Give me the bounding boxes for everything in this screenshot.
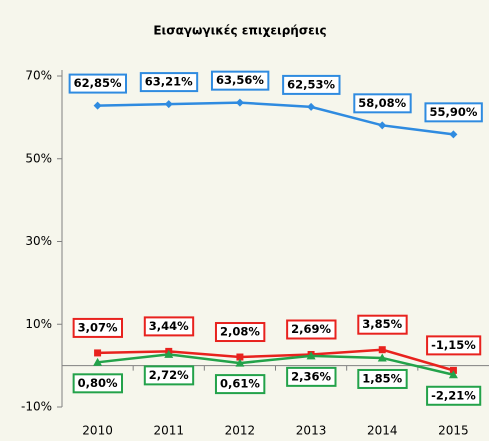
label-box [72,373,124,394]
label-box [68,73,128,94]
series-marker [94,349,102,357]
label-box [214,374,266,395]
x-tick-label: 2014 [367,424,398,438]
label-box [143,316,195,337]
series-marker [93,357,103,366]
y-tick-label: 70% [25,69,52,83]
label-box [426,335,482,356]
data-label: 2,72% [149,368,189,382]
series-marker [236,353,244,361]
data-label: 62,85% [74,76,122,90]
x-tick-label: 2015 [438,424,469,438]
data-label: 3,07% [78,320,118,334]
series-line [97,348,454,372]
series-marker [235,98,244,107]
data-label: 2,36% [291,369,331,383]
data-label: 2,69% [291,322,331,336]
y-tick-label: 50% [25,151,52,165]
series-marker [307,102,316,111]
label-box [357,368,408,389]
series-marker [164,100,173,109]
series-line [97,101,454,136]
x-tick-label: 2013 [296,424,327,438]
series-marker [164,349,174,358]
data-label: 1,85% [362,371,402,385]
series-line [97,353,454,376]
series-marker [449,130,458,139]
chart-title: Εισαγωγικές επιχειρήσεις [153,24,326,38]
label-box [210,70,270,91]
data-label: 62,53% [287,77,335,91]
label-box [286,319,337,340]
data-label: -1,15% [431,338,476,352]
y-tick-label: 10% [25,317,52,331]
x-tick-label: 2010 [82,424,113,438]
series-marker [306,351,316,360]
series-marker [93,101,102,110]
data-label: 3,44% [149,319,189,333]
x-tick-label: 2011 [153,424,184,438]
label-box [426,385,482,406]
series-marker [378,121,387,130]
data-label: 63,56% [216,73,264,87]
data-label: 55,90% [429,105,477,119]
label-box [424,102,483,123]
data-label: 3,85% [362,317,402,331]
data-label: 58,08% [358,96,406,110]
data-label: 2,08% [220,325,260,339]
label-box [72,317,124,338]
label-box [353,93,412,114]
label-box [139,72,199,93]
data-label: -2,21% [431,388,476,402]
x-tick-label: 2012 [225,424,256,438]
series-marker [377,353,387,362]
series-marker [235,358,245,367]
data-label: 63,21% [145,75,193,89]
label-box [214,322,266,343]
label-box [143,365,195,386]
series-marker [448,370,458,379]
y-tick-label: 30% [25,234,52,248]
data-label: 0,80% [78,376,118,390]
label-box [282,74,341,95]
label-box [286,366,337,387]
data-label: 0,61% [220,377,260,391]
series-marker [378,346,386,354]
label-box [357,314,408,335]
y-tick-label: -10% [21,400,52,414]
